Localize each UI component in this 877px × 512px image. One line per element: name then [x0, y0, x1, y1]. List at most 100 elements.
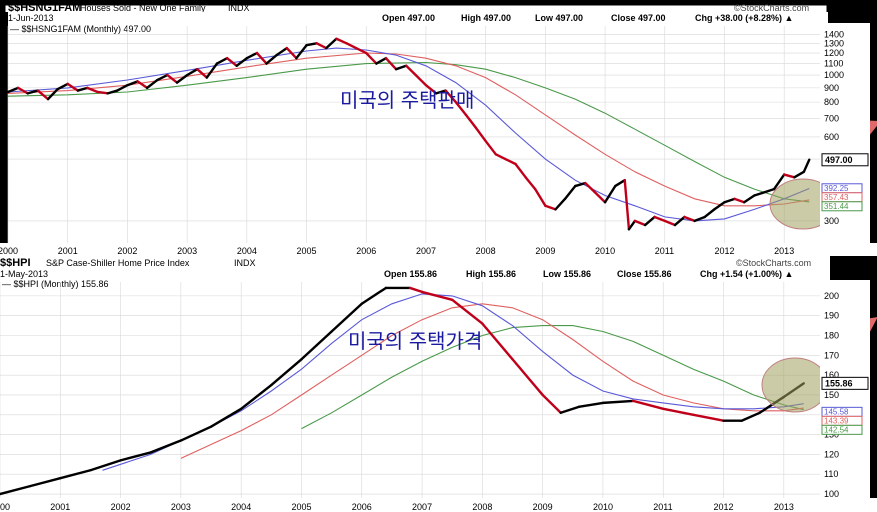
- p1-price-segment-60: [593, 191, 607, 204]
- panel2-highlight-circle: [761, 357, 829, 413]
- p2-price-segment-25: [662, 407, 695, 416]
- p2-x-tick-label-2010: 2010: [593, 502, 613, 512]
- p2-x-tick-label-2012: 2012: [714, 502, 734, 512]
- p1-price-segment-64: [627, 219, 637, 231]
- p1-price-segment-80: [782, 173, 796, 179]
- p2-price-segment-17: [451, 298, 484, 325]
- p1-price-segment-71: [693, 215, 706, 223]
- panel1-chg: Chg +38.00 (+8.28%) ▲: [695, 13, 793, 23]
- p2-price-segment-4: [89, 459, 122, 472]
- p2-price-segment-15: [408, 286, 424, 294]
- p2-y-tick-label-110: 110: [824, 469, 838, 479]
- p1-y-tick-label-1400: 1400: [824, 29, 844, 39]
- p1-price-segment-12: [116, 84, 129, 92]
- p2-last-value-tag: 155.86: [825, 378, 853, 388]
- p1-ma-red-line: [7, 52, 810, 207]
- p1-price-segment-63: [623, 178, 631, 231]
- p2-price-segment-1: [0, 484, 32, 496]
- panel1-series: [6, 37, 811, 231]
- panel1-x-ticks: 2000 2001 2002 2003 2004 2005 2006 2007 2008 2009…: [0, 246, 794, 256]
- p2-price-segment-22: [577, 401, 605, 409]
- p1-ma-blue-line: [7, 47, 810, 222]
- p1-price-segment-27: [265, 53, 278, 65]
- p1-price-segment-74: [723, 197, 736, 204]
- p1-x-tick-label-2008: 2008: [476, 246, 496, 256]
- p1-price-segment-29: [285, 46, 298, 60]
- p2-price-segment-23: [601, 399, 635, 405]
- p1-x-tick-label-2012: 2012: [714, 246, 734, 256]
- p1-price-segment-47: [464, 113, 477, 129]
- p1-price-segment-7: [66, 82, 80, 92]
- panel2-credit: ©StockCharts.com: [736, 258, 811, 268]
- panel-housing-sales: $$HSNG1FAM Houses Sold - New One Family …: [0, 2, 877, 256]
- panel2-close: Close 155.86: [617, 269, 672, 279]
- p2-y-tick-label-190: 190: [824, 311, 839, 321]
- p2-x-tick-label-2001: 2001: [50, 502, 70, 512]
- p1-x-tick-label-2004: 2004: [237, 246, 257, 256]
- panel2-date: 1-May-2013: [0, 269, 48, 279]
- panel1-xaxis-bg: [0, 243, 877, 256]
- p1-price-segment-26: [255, 51, 268, 65]
- p1-price-segment-48: [474, 126, 487, 143]
- p2-y-tick-label-160: 160: [824, 370, 839, 380]
- p2-x-tick-label-2008: 2008: [472, 502, 492, 512]
- panel-home-price-index: $$HPI S&P Case-Shiller Home Price Index …: [0, 256, 877, 512]
- panel2-open: Open 155.86: [384, 269, 437, 279]
- p2-ma-tag-2: 142.54: [824, 425, 849, 434]
- p1-price-segment-19: [185, 67, 199, 77]
- p1-price-segment-16: [156, 73, 169, 82]
- panel2-symbol: $$HPI: [0, 257, 31, 269]
- p1-price-segment-37: [365, 51, 378, 65]
- p2-price-segment-28: [740, 411, 761, 422]
- p2-x-tick-label-2004: 2004: [231, 502, 251, 512]
- p2-x-tick-label-2005: 2005: [291, 502, 311, 512]
- p1-y-tick-label-1200: 1200: [824, 48, 844, 58]
- p1-x-tick-label-2005: 2005: [297, 246, 317, 256]
- p2-ma-green-line: [301, 325, 804, 430]
- p1-price-segment-81: [793, 170, 806, 179]
- panel2-legend: — $$HPI (Monthly) 155.86: [2, 279, 109, 289]
- p1-ma-green-line: [7, 61, 810, 203]
- p1-x-tick-label-2003: 2003: [177, 246, 197, 256]
- p1-price-segment-32: [315, 42, 328, 50]
- panel1-plot-bg: [8, 23, 820, 243]
- p1-price-segment-70: [683, 215, 696, 223]
- p1-price-segment-40: [394, 64, 408, 71]
- panel2-x-ticks: 2000 2001 2002 2003 2004 2005 2006 2007 2008 2009…: [0, 502, 794, 512]
- p2-price-segment-12: [330, 302, 363, 333]
- p1-price-segment-13: [126, 80, 139, 87]
- p1-price-segment-57: [563, 184, 577, 201]
- p1-last-value-box: [821, 153, 869, 167]
- p2-price-segment-20: [541, 393, 562, 414]
- p1-ma-tag-0: 392.25: [824, 184, 849, 193]
- p2-price-segment-19: [511, 358, 544, 397]
- p2-y-tick-label-100: 100: [824, 489, 839, 499]
- p2-x-tick-label-2011: 2011: [653, 502, 672, 512]
- p1-price-segment-82: [802, 158, 811, 174]
- p1-price-segment-58: [574, 181, 587, 188]
- p1-price-segment-33: [325, 37, 338, 50]
- p1-price-segment-72: [703, 208, 716, 219]
- p1-y-tick-label-1300: 1300: [824, 38, 844, 48]
- p1-y-tick-label-1000: 1000: [824, 70, 844, 80]
- p2-price-segment-24: [631, 399, 665, 411]
- p1-ma-tag-1: 357.43: [824, 193, 849, 202]
- p1-price-segment-15: [145, 78, 159, 90]
- p2-price-segment-18: [481, 322, 514, 361]
- panel2-exchange: INDX: [234, 258, 256, 268]
- p1-price-segment-76: [742, 194, 756, 204]
- p1-price-segment-52: [514, 162, 527, 179]
- p2-x-tick-label-2002: 2002: [111, 502, 131, 512]
- p2-x-tick-label-2006: 2006: [352, 502, 372, 512]
- p1-price-segment-77: [753, 191, 766, 197]
- p2-ma-tag-0: 145.58: [824, 407, 849, 416]
- p1-price-segment-53: [524, 176, 537, 191]
- panel2-chg: Chg +1.54 (+1.00%) ▲: [700, 269, 793, 279]
- p1-price-segment-54: [534, 187, 547, 207]
- panel2-header: [0, 256, 830, 280]
- p2-price-segment-3: [59, 469, 92, 480]
